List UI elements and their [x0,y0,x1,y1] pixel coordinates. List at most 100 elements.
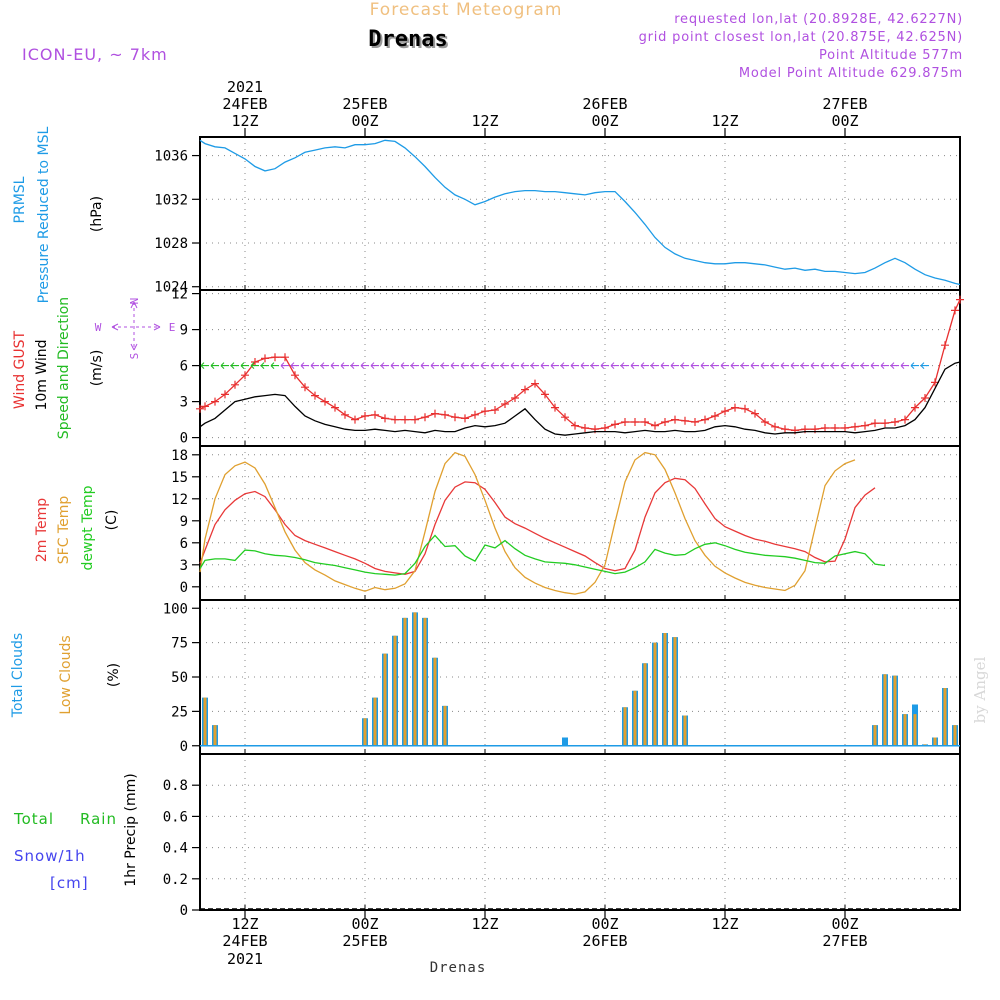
cloud-bar-low [423,617,427,746]
gust-marker [871,419,879,428]
wind-label-3: Speed and Direction [56,297,72,439]
wind-direction-arrow [750,362,759,369]
wind-direction-arrow [640,362,649,369]
wind-direction-arrow [230,362,239,369]
subtitle: Forecast Meteogram [370,0,563,20]
gust-marker [551,403,559,412]
gust-marker [251,358,259,366]
station-title-shadow: Drenas [370,29,449,54]
wind-direction-arrow [850,362,859,369]
gust-marker [291,371,299,380]
wind-direction-arrow [730,362,739,369]
precip-label-snow: Snow/1h [14,847,86,865]
gust-marker [621,418,629,426]
requested-coords: requested lon,lat (20.8928E, 42.6227N) [674,12,963,27]
wind-direction-arrow [880,362,889,369]
gust-marker [956,295,964,304]
top-axis-year-label: 2021 [227,78,263,96]
gust-marker [341,410,349,419]
gust-marker [891,418,899,426]
wind-labels: Wind GUST 10m Wind Speed and Direction (… [12,297,175,439]
gust-marker [821,424,829,432]
wind-direction-arrow [570,362,579,369]
gust-marker [721,407,729,416]
bottom-axis-date-label: 26FEB [582,932,627,950]
temperature-ytick-label: 9 [180,514,188,530]
wind-direction-arrow [270,362,279,369]
wind-direction-arrow [440,362,449,369]
gust-marker [471,410,479,419]
gust-marker [261,354,269,363]
gust-marker [731,403,739,412]
wind-direction-arrow [430,362,439,369]
gust-marker [301,383,309,392]
wind-direction-arrow [710,362,719,369]
gust-marker [281,353,289,362]
cloud-bar-low [683,715,687,746]
gust-marker [271,353,279,362]
wind-unit: (m/s) [89,350,105,387]
gust-marker [631,418,639,426]
cloud-bar-low [623,707,627,746]
cloud-bar-low [953,725,957,746]
gust-marker [841,424,849,432]
wind-direction-arrow [740,362,749,369]
cloud-bar-low [943,688,947,746]
wind-direction-arrow [910,362,919,369]
cloud-bar-total [562,737,568,746]
wind-direction-arrow [790,362,799,369]
wind-direction-arrow [600,362,609,369]
precip-labels: Total Rain Snow/1h [cm] 1hr Precip (mm) [13,773,139,892]
wind-direction-arrow [330,362,339,369]
cloud-bar-low [443,705,447,746]
wind-direction-arrow [760,362,769,369]
gust-marker [521,385,529,394]
temperature-ytick-label: 18 [171,448,188,464]
gust-marker [511,394,519,402]
gust-marker [211,397,219,406]
clouds-ytick-label: 50 [171,670,188,686]
wind-direction-arrow [460,362,469,369]
cloud-labels: Total Clouds Low Clouds (%) [10,633,122,718]
gust-marker [661,418,669,426]
wind-direction-arrow [380,362,389,369]
clouds-ytick-label: 0 [180,739,188,755]
wind-direction-arrow [540,362,549,369]
wind-direction-arrow [780,362,789,369]
wind-direction-arrow [720,362,729,369]
gust-marker [561,413,569,422]
wind-direction-arrow [690,362,699,369]
gust-marker [951,306,959,315]
temp-label-3: dewpt Temp [80,485,96,570]
wind-direction-arrow [590,362,599,369]
wind-direction-arrow [360,362,369,369]
clouds-ytick-label: 100 [163,601,188,617]
wind-direction-arrow [210,362,219,369]
gust-marker [381,414,389,423]
cloud-bar-low [203,697,207,746]
compass-icon: W E N S [95,298,176,360]
gust-marker [351,415,359,424]
plot-layer: 1024102810321036036912036912151802550751… [154,78,964,968]
bottom-axis-date-label: 24FEB [222,932,267,950]
cloud-bar-low [383,653,387,746]
gust-marker [741,404,749,413]
wind-direction-arrow [490,362,499,369]
cloud-bar-low [883,674,887,746]
precip-label-unit: [cm] [50,874,89,892]
gust-marker [501,400,509,408]
temperature-frame [199,445,961,601]
gust-marker [451,413,459,422]
wind-direction-arrow [520,362,529,369]
gust-marker [531,379,539,388]
wind-direction-arrow [620,362,629,369]
top-axis-time-label: 12Z [471,112,498,130]
gust-marker [441,410,449,419]
gust-marker [411,415,419,424]
wind-label-1: Wind GUST [12,330,28,409]
station-title: Drenas [368,27,447,52]
compass-north: N [128,298,141,305]
compass-east: E [169,321,176,334]
clouds-ytick-label: 25 [171,704,188,720]
